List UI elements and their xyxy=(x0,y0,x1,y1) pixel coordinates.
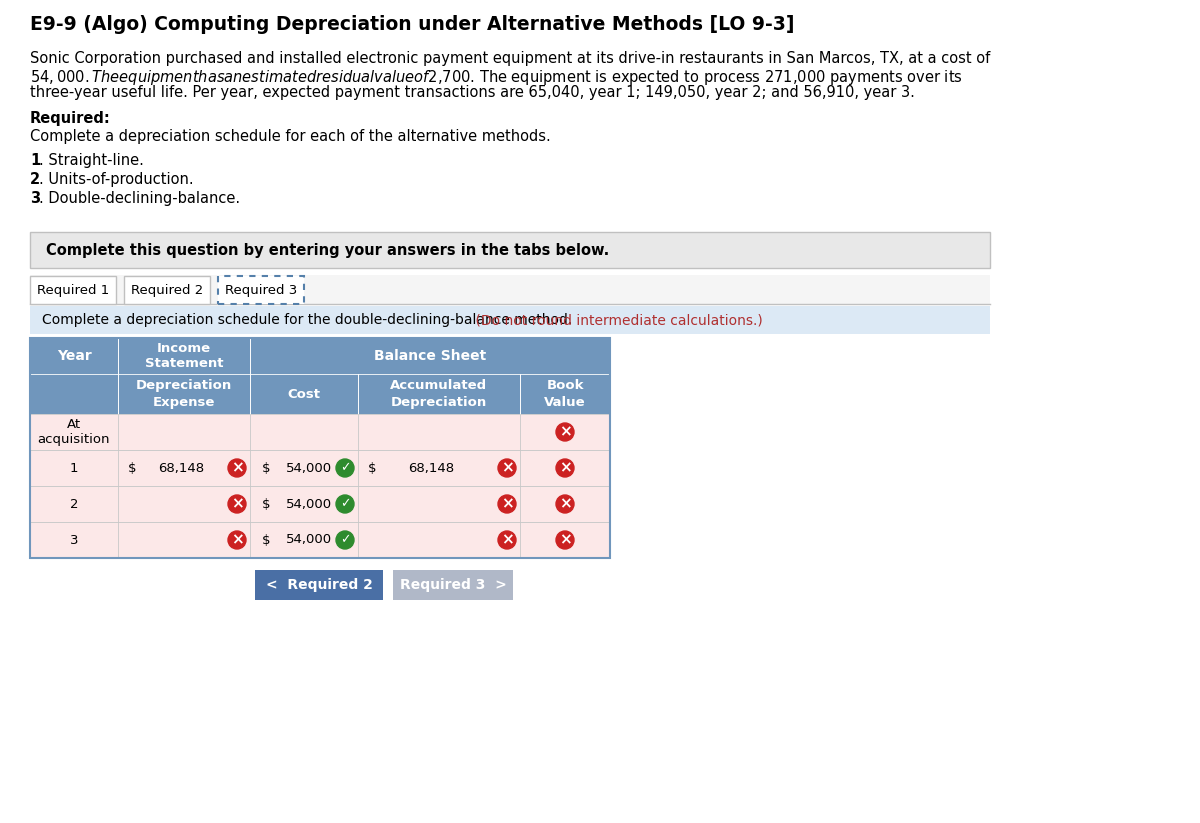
Text: $: $ xyxy=(262,497,270,510)
FancyBboxPatch shape xyxy=(30,374,610,414)
Circle shape xyxy=(228,459,246,477)
Text: ×: × xyxy=(500,532,514,547)
Text: 3: 3 xyxy=(70,533,78,546)
Text: Required 3: Required 3 xyxy=(224,283,298,296)
Text: At
acquisition: At acquisition xyxy=(37,418,110,446)
Text: Balance Sheet: Balance Sheet xyxy=(374,349,486,363)
FancyBboxPatch shape xyxy=(30,306,990,334)
Text: Year: Year xyxy=(56,349,91,363)
Text: ×: × xyxy=(559,532,571,547)
Text: <  Required 2: < Required 2 xyxy=(265,578,372,592)
Text: . Straight-line.: . Straight-line. xyxy=(38,153,144,168)
Text: ✓: ✓ xyxy=(340,497,350,510)
Text: ×: × xyxy=(559,496,571,511)
FancyBboxPatch shape xyxy=(30,522,610,558)
FancyBboxPatch shape xyxy=(30,232,990,268)
FancyBboxPatch shape xyxy=(30,486,610,522)
Text: Book
Value: Book Value xyxy=(544,379,586,409)
Text: ×: × xyxy=(559,424,571,439)
FancyBboxPatch shape xyxy=(218,276,304,304)
Text: $: $ xyxy=(262,462,270,475)
Text: ×: × xyxy=(230,496,244,511)
FancyBboxPatch shape xyxy=(218,276,304,304)
FancyBboxPatch shape xyxy=(30,450,610,486)
Text: Cost: Cost xyxy=(288,388,320,401)
Text: 54,000: 54,000 xyxy=(287,462,332,475)
Circle shape xyxy=(498,531,516,549)
Text: $54,000. The equipment has an estimated residual value of $2,700. The equipment : $54,000. The equipment has an estimated … xyxy=(30,68,962,87)
Text: 68,148: 68,148 xyxy=(408,462,454,475)
Text: 1: 1 xyxy=(70,462,78,475)
Text: Accumulated
Depreciation: Accumulated Depreciation xyxy=(390,379,487,409)
Circle shape xyxy=(228,531,246,549)
Text: . Double-declining-balance.: . Double-declining-balance. xyxy=(38,191,240,206)
Text: 68,148: 68,148 xyxy=(158,462,204,475)
FancyBboxPatch shape xyxy=(256,570,383,600)
Text: Complete this question by entering your answers in the tabs below.: Complete this question by entering your … xyxy=(46,243,610,258)
Text: 1: 1 xyxy=(30,153,41,168)
FancyBboxPatch shape xyxy=(124,276,210,304)
Circle shape xyxy=(498,495,516,513)
Text: ✓: ✓ xyxy=(340,461,350,474)
Text: $: $ xyxy=(262,533,270,546)
Text: Required 1: Required 1 xyxy=(37,283,109,296)
Text: ×: × xyxy=(230,460,244,475)
Circle shape xyxy=(228,495,246,513)
Text: (Do not round intermediate calculations.): (Do not round intermediate calculations.… xyxy=(470,313,762,327)
Text: Statement: Statement xyxy=(145,356,223,370)
Text: Depreciation
Expense: Depreciation Expense xyxy=(136,379,232,409)
Text: Complete a depreciation schedule for each of the alternative methods.: Complete a depreciation schedule for eac… xyxy=(30,129,551,144)
FancyBboxPatch shape xyxy=(30,338,610,374)
Text: Sonic Corporation purchased and installed electronic payment equipment at its dr: Sonic Corporation purchased and installe… xyxy=(30,51,990,66)
Circle shape xyxy=(556,531,574,549)
Text: three-year useful life. Per year, expected payment transactions are 65,040, year: three-year useful life. Per year, expect… xyxy=(30,85,914,100)
Text: . Units-of-production.: . Units-of-production. xyxy=(38,172,193,187)
Text: Income: Income xyxy=(157,342,211,355)
FancyBboxPatch shape xyxy=(30,276,116,304)
Text: Complete a depreciation schedule for the double-declining-balance method.: Complete a depreciation schedule for the… xyxy=(42,313,572,327)
Text: 54,000: 54,000 xyxy=(287,497,332,510)
Circle shape xyxy=(556,459,574,477)
Text: Required 2: Required 2 xyxy=(131,283,203,296)
Text: 3: 3 xyxy=(30,191,40,206)
Text: $: $ xyxy=(128,462,137,475)
FancyBboxPatch shape xyxy=(394,570,514,600)
Circle shape xyxy=(336,531,354,549)
Text: Required 3  >: Required 3 > xyxy=(400,578,506,592)
Text: ×: × xyxy=(500,496,514,511)
Text: 2: 2 xyxy=(70,497,78,510)
Text: 54,000: 54,000 xyxy=(287,533,332,546)
Circle shape xyxy=(336,459,354,477)
Text: Required:: Required: xyxy=(30,111,110,126)
Text: $: $ xyxy=(368,462,377,475)
FancyBboxPatch shape xyxy=(30,275,990,304)
Text: E9-9 (Algo) Computing Depreciation under Alternative Methods [LO 9-3]: E9-9 (Algo) Computing Depreciation under… xyxy=(30,15,794,34)
Text: ×: × xyxy=(230,532,244,547)
Circle shape xyxy=(498,459,516,477)
Circle shape xyxy=(336,495,354,513)
Text: ×: × xyxy=(500,460,514,475)
Circle shape xyxy=(556,495,574,513)
Text: ✓: ✓ xyxy=(340,533,350,546)
Text: ×: × xyxy=(559,460,571,475)
Circle shape xyxy=(556,423,574,441)
Text: 2: 2 xyxy=(30,172,40,187)
FancyBboxPatch shape xyxy=(30,414,610,450)
